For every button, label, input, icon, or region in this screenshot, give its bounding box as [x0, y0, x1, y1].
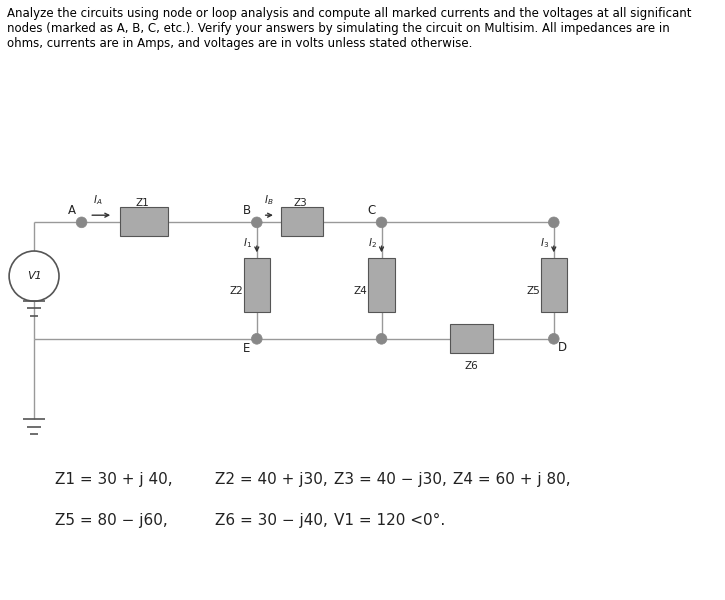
Text: Analyze the circuits using node or loop analysis and compute all marked currents: Analyze the circuits using node or loop … [7, 7, 692, 50]
Text: $I_{B}$: $I_{B}$ [264, 194, 273, 208]
Text: Z6: Z6 [464, 361, 478, 371]
Text: Z5 = 80 − j60,: Z5 = 80 − j60, [55, 514, 167, 529]
Bar [541, 258, 567, 312]
Text: Z4: Z4 [354, 286, 368, 296]
Text: Z3: Z3 [294, 198, 307, 208]
Text: $I_{3}$: $I_{3}$ [540, 236, 550, 250]
Text: Z1: Z1 [136, 198, 149, 208]
Circle shape [376, 217, 387, 228]
Circle shape [252, 334, 262, 344]
Text: D: D [558, 341, 567, 354]
Text: Z6 = 30 − j40,: Z6 = 30 − j40, [215, 514, 328, 529]
Circle shape [76, 217, 87, 228]
Bar [368, 258, 394, 312]
Text: Z4 = 60 + j 80,: Z4 = 60 + j 80, [453, 472, 571, 487]
Bar [244, 258, 270, 312]
Text: Z3 = 40 − j30,: Z3 = 40 − j30, [334, 472, 447, 487]
Text: Z5: Z5 [526, 286, 540, 296]
Circle shape [548, 217, 559, 228]
Bar [450, 325, 492, 353]
Circle shape [9, 251, 59, 301]
Text: $I_{1}$: $I_{1}$ [244, 236, 252, 250]
Text: Z2: Z2 [229, 286, 243, 296]
Circle shape [548, 334, 559, 344]
Circle shape [376, 334, 387, 344]
Text: C: C [368, 204, 376, 217]
Circle shape [252, 217, 262, 228]
Text: A: A [67, 204, 75, 217]
Text: Z1 = 30 + j 40,: Z1 = 30 + j 40, [55, 472, 173, 487]
Text: B: B [243, 204, 251, 217]
Bar [281, 208, 323, 236]
Text: $I_{2}$: $I_{2}$ [368, 236, 377, 250]
Text: Z2 = 40 + j30,: Z2 = 40 + j30, [215, 472, 328, 487]
Text: V1: V1 [27, 271, 41, 281]
Bar [120, 208, 167, 236]
Text: $I_{A}$: $I_{A}$ [93, 194, 102, 208]
Text: V1 = 120 <0°.: V1 = 120 <0°. [334, 514, 445, 529]
Text: E: E [243, 343, 250, 355]
